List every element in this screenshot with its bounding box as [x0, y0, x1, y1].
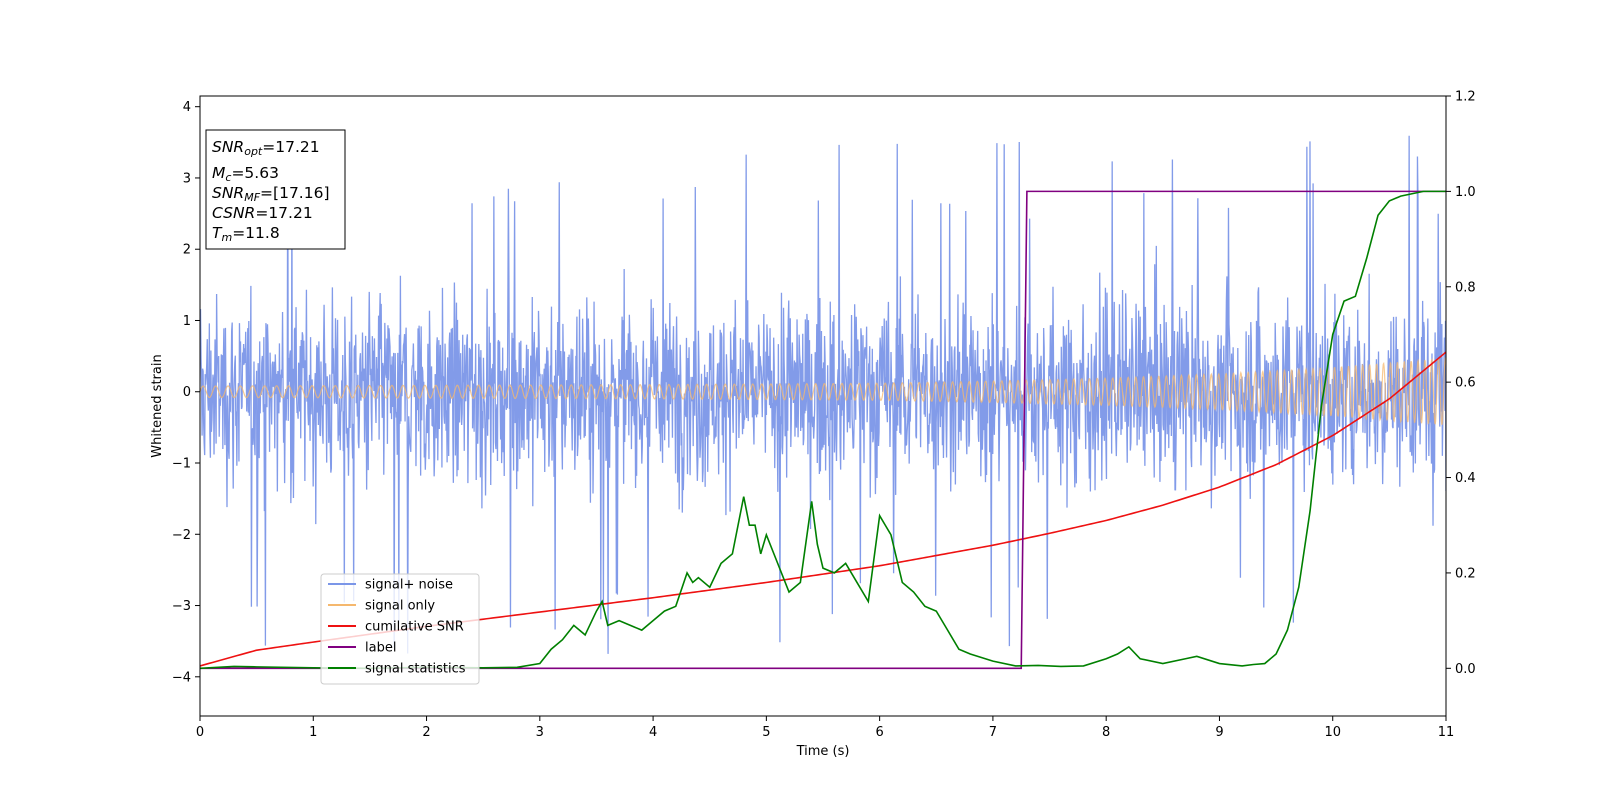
- info-snr-opt: SNRopt=17.21: [212, 138, 320, 158]
- x-tick-label: 3: [536, 725, 544, 740]
- series-signal-statistics-line: [200, 190, 1446, 670]
- y-right-tick-label: 0.6: [1455, 376, 1476, 391]
- y-right-tick-label: 1.0: [1455, 185, 1476, 200]
- y-axis-label: Whitened strain: [150, 354, 165, 457]
- x-tick-label: 8: [1102, 725, 1110, 740]
- info-snr-mf-label: SNR: [212, 184, 244, 202]
- y-right-tick-label: 1.2: [1455, 90, 1476, 105]
- y-right-tick-label: 0.0: [1455, 662, 1476, 677]
- info-snr-mf: SNRMF=[17.16]: [212, 184, 330, 204]
- x-axis-label: Time (s): [796, 744, 850, 759]
- y-left-tick-label: 3: [183, 171, 191, 186]
- info-snr-opt-label: SNR: [212, 138, 244, 156]
- x-tick-label: 1: [309, 725, 317, 740]
- info-tm: Tm=11.8: [212, 224, 280, 244]
- y-left-tick-label: 4: [183, 100, 191, 115]
- legend-entry: signal only: [365, 599, 435, 614]
- y-left-tick-label: 2: [183, 243, 191, 258]
- x-tick-label: 6: [875, 725, 883, 740]
- y-right-tick-label: 0.2: [1455, 566, 1476, 581]
- axes-layer: 0 1 2 3 4 5 6 7 8 9 10 1143210−1−2−3−41.21.00.80.60…: [172, 90, 1476, 741]
- x-tick-label: 9: [1215, 725, 1223, 740]
- legend-entry: label: [365, 641, 396, 656]
- info-tm-value: =11.8: [232, 224, 280, 242]
- info-csnr: CSNR=17.21: [212, 204, 313, 222]
- info-chirp-mass: Mc=5.63: [212, 164, 279, 184]
- info-chirp-mass-subscript: c: [225, 171, 231, 184]
- legend-entry: signal statistics: [365, 662, 466, 677]
- info-box: SNRopt=17.21Mc=5.63SNRMF=[17.16]CSNR=17.…: [205, 129, 346, 250]
- info-snr-mf-subscript: MF: [244, 191, 260, 204]
- legend-frame: [320, 573, 480, 685]
- info-snr-opt-subscript: opt: [244, 145, 263, 158]
- info-csnr-value: =17.21: [255, 204, 312, 222]
- x-tick-label: 7: [989, 725, 997, 740]
- y-right-tick-label: 0.8: [1455, 280, 1476, 295]
- y-left-tick-label: 0: [183, 385, 191, 400]
- info-chirp-mass-value: =5.63: [231, 164, 279, 182]
- info-tm-label: T: [212, 224, 223, 242]
- x-tick-label: 5: [762, 725, 770, 740]
- legend-entry: signal+ noise: [365, 578, 453, 593]
- x-tick-label: 2: [422, 725, 430, 740]
- x-tick-label: 10: [1324, 725, 1341, 740]
- info-snr-opt-value: =17.21: [262, 138, 319, 156]
- plot-frame: [199, 95, 1447, 717]
- legend: signal+ noise signal only cumilative SNR la…: [320, 573, 480, 685]
- legend-entry: cumilative SNR: [365, 620, 464, 635]
- y-left-tick-label: −4: [172, 670, 191, 685]
- y-right-tick-label: 0.4: [1455, 471, 1476, 486]
- y-left-tick-label: −1: [172, 457, 191, 472]
- info-chirp-mass-label: M: [212, 164, 225, 182]
- x-tick-label: 4: [649, 725, 657, 740]
- series-label-line: [200, 190, 1446, 670]
- y-left-tick-label: 1: [183, 314, 191, 329]
- info-csnr-label: CSNR: [212, 204, 255, 222]
- y-left-tick-label: −3: [172, 599, 191, 614]
- series-signal-only-line: [200, 356, 1446, 425]
- info-tm-subscript: m: [221, 231, 232, 244]
- x-tick-label: 11: [1438, 725, 1455, 740]
- info-snr-mf-value: =[17.16]: [260, 184, 329, 202]
- info-box-frame: [205, 129, 346, 250]
- x-tick-label: 0: [196, 725, 204, 740]
- y-left-tick-label: −2: [172, 528, 191, 543]
